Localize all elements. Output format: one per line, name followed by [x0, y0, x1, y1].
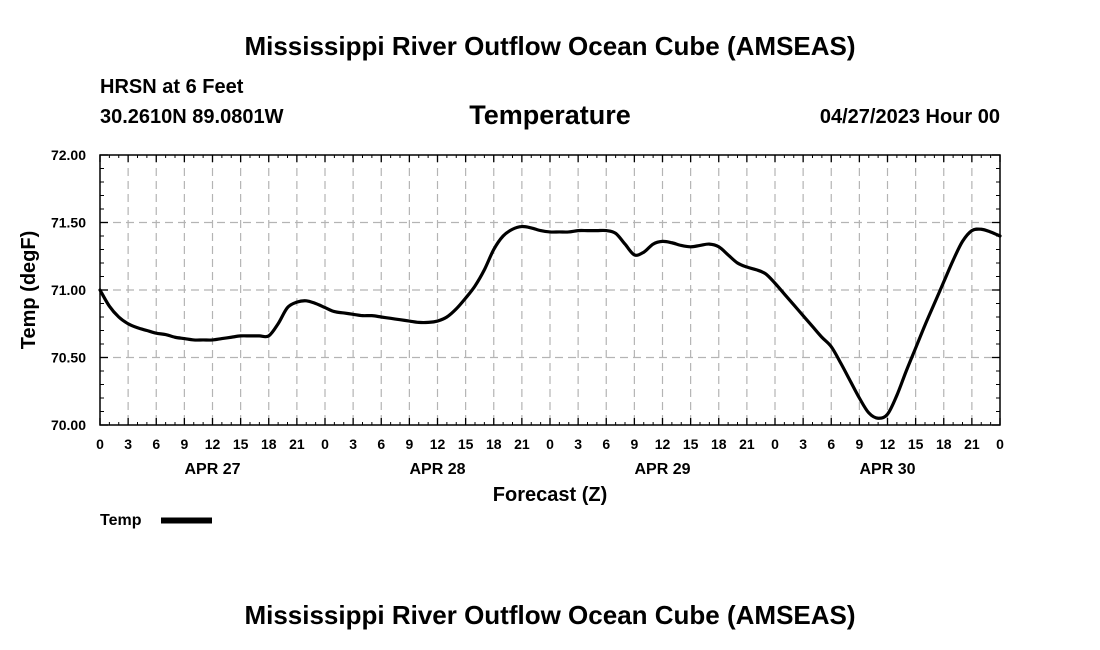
coordinates-label: 30.2610N 89.0801W	[100, 106, 284, 128]
x-tick-label: 3	[799, 436, 807, 452]
legend: Temp	[100, 512, 212, 529]
station-label: HRSN at 6 Feet	[100, 76, 244, 98]
series-line-temp	[98, 224, 1002, 420]
datetime-label: 04/27/2023 Hour 00	[819, 106, 1000, 128]
x-tick-label: 6	[602, 436, 610, 452]
chart-title-bottom: Mississippi River Outflow Ocean Cube (AM…	[244, 600, 856, 630]
x-tick-label: 0	[771, 436, 779, 452]
x-axis-label: Forecast (Z)	[493, 484, 607, 506]
x-day-label: APR 30	[859, 461, 915, 478]
x-tick-label: 21	[964, 436, 980, 452]
x-tick-label: 18	[711, 436, 727, 452]
y-axis-label: Temp (degF)	[18, 231, 40, 350]
x-tick-label: 18	[936, 436, 952, 452]
x-tick-label: 12	[205, 436, 221, 452]
x-tick-label: 21	[289, 436, 305, 452]
x-tick-label: 18	[261, 436, 277, 452]
y-tick-label: 70.00	[51, 417, 86, 433]
x-day-label: APR 29	[634, 461, 690, 478]
ticks-layer	[99, 154, 1001, 426]
x-tick-label: 0	[546, 436, 554, 452]
x-tick-label: 6	[152, 436, 160, 452]
x-tick-label: 21	[514, 436, 530, 452]
y-tick-label: 71.00	[51, 282, 86, 298]
x-tick-label: 12	[880, 436, 896, 452]
y-tick-label: 70.50	[51, 350, 86, 366]
x-tick-label: 21	[739, 436, 755, 452]
x-tick-label: 12	[430, 436, 446, 452]
x-tick-label: 6	[827, 436, 835, 452]
x-tick-label: 15	[908, 436, 924, 452]
x-tick-label: 18	[486, 436, 502, 452]
x-day-label: APR 27	[184, 461, 240, 478]
y-tick-label: 72.00	[51, 147, 86, 163]
x-tick-label: 3	[349, 436, 357, 452]
x-tick-label: 9	[405, 436, 413, 452]
y-tick-label: 71.50	[51, 215, 86, 231]
x-tick-label: 0	[321, 436, 329, 452]
x-day-label: APR 28	[409, 461, 465, 478]
x-tick-label: 0	[96, 436, 104, 452]
variable-title: Temperature	[469, 100, 631, 130]
x-tick-label: 12	[655, 436, 671, 452]
tick-labels-layer: 0 3 6 9 12 15 18 21 0 3 6 9 12 15 18 21 0 3 6 9 12 15 18 21 0 3 6 9…	[51, 147, 1004, 478]
x-tick-label: 15	[458, 436, 474, 452]
legend-label-temp: Temp	[100, 512, 142, 529]
x-tick-label: 15	[233, 436, 249, 452]
x-tick-label: 9	[855, 436, 863, 452]
x-tick-label: 9	[180, 436, 188, 452]
grid-layer	[100, 155, 1000, 425]
x-tick-label: 9	[630, 436, 638, 452]
chart-title-top: Mississippi River Outflow Ocean Cube (AM…	[244, 31, 856, 61]
x-tick-label: 3	[574, 436, 582, 452]
x-tick-label: 3	[124, 436, 132, 452]
x-tick-label: 6	[377, 436, 385, 452]
x-tick-label: 0	[996, 436, 1004, 452]
x-tick-label: 15	[683, 436, 699, 452]
